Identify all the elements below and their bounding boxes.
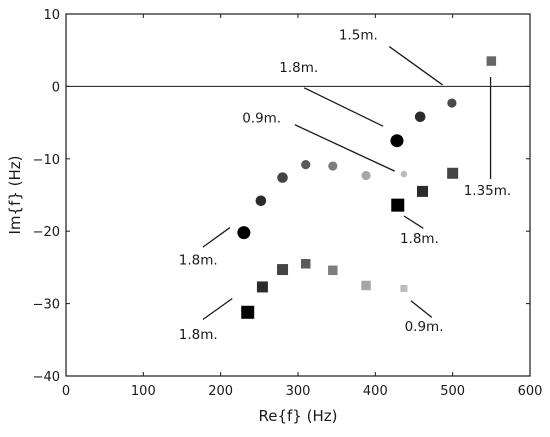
x-tick-label: 600 <box>518 384 543 399</box>
square-data-point <box>256 281 268 293</box>
annotation-label: 1.8m. <box>179 327 218 343</box>
annotation-lines <box>202 46 492 321</box>
square-data-point <box>447 167 459 179</box>
square-data-point <box>328 265 338 276</box>
circle-data-point <box>390 134 404 148</box>
circle-data-point <box>447 98 457 108</box>
circle-data-point <box>237 226 251 240</box>
annotation-label: 1.35m. <box>464 183 512 199</box>
square-data-point <box>417 185 429 197</box>
circle-data-point <box>414 111 426 123</box>
circle-data-point <box>361 170 371 181</box>
square-data-point <box>486 56 497 66</box>
square-data-point <box>277 264 289 276</box>
y-tick-label: 0 <box>52 80 60 95</box>
annotation-label: 0.9m. <box>242 111 281 127</box>
circle-data-point <box>255 195 267 207</box>
annotation-leader-line <box>294 124 395 172</box>
y-tick-label: −30 <box>33 298 60 313</box>
y-tick-label: −10 <box>33 153 60 168</box>
y-tick-label: −40 <box>33 370 60 385</box>
square-data-point <box>241 305 255 319</box>
square-data-point <box>361 280 371 291</box>
annotation-leader-line <box>202 298 233 321</box>
square-data-point <box>300 259 311 269</box>
annotation-leader-line <box>410 300 433 318</box>
circle-data-point <box>301 159 311 170</box>
annotation-leader-line <box>303 87 384 127</box>
circle-data-point <box>400 170 408 178</box>
x-tick-label: 500 <box>440 384 465 399</box>
x-tick-label: 400 <box>363 384 388 399</box>
annotation-label: 1.8m. <box>179 253 218 269</box>
annotation-labels: 1.5m. 1.8m. 0.9m. 1.35m. 1.8m. 1.8m. 1.8m. 0.9m… <box>179 27 511 343</box>
annotation-label: 1.8m. <box>400 231 439 247</box>
annotation-label: 1.5m. <box>339 27 378 43</box>
circle-data-point <box>328 161 338 171</box>
circle-data-point <box>277 172 288 183</box>
square-data-point <box>391 198 405 212</box>
annotation-label: 1.8m. <box>279 60 318 76</box>
x-axis-title: Re{f} (Hz) <box>259 407 338 425</box>
y-tick-label: −20 <box>33 225 60 240</box>
y-tick-label: 10 <box>43 8 60 23</box>
x-tick-label: 200 <box>208 384 233 399</box>
square-data-point <box>400 284 408 292</box>
x-tick-label: 300 <box>286 384 311 399</box>
x-tick-label: 100 <box>131 384 156 399</box>
annotation-leader-line <box>202 227 231 248</box>
annotation-label: 0.9m. <box>405 319 444 335</box>
y-axis-title: Im{f} (Hz) <box>6 155 24 234</box>
data-markers <box>237 56 497 319</box>
x-tick-label: 0 <box>62 384 70 399</box>
annotation-leader-line <box>388 46 443 86</box>
annotation-leader-line <box>403 215 424 229</box>
